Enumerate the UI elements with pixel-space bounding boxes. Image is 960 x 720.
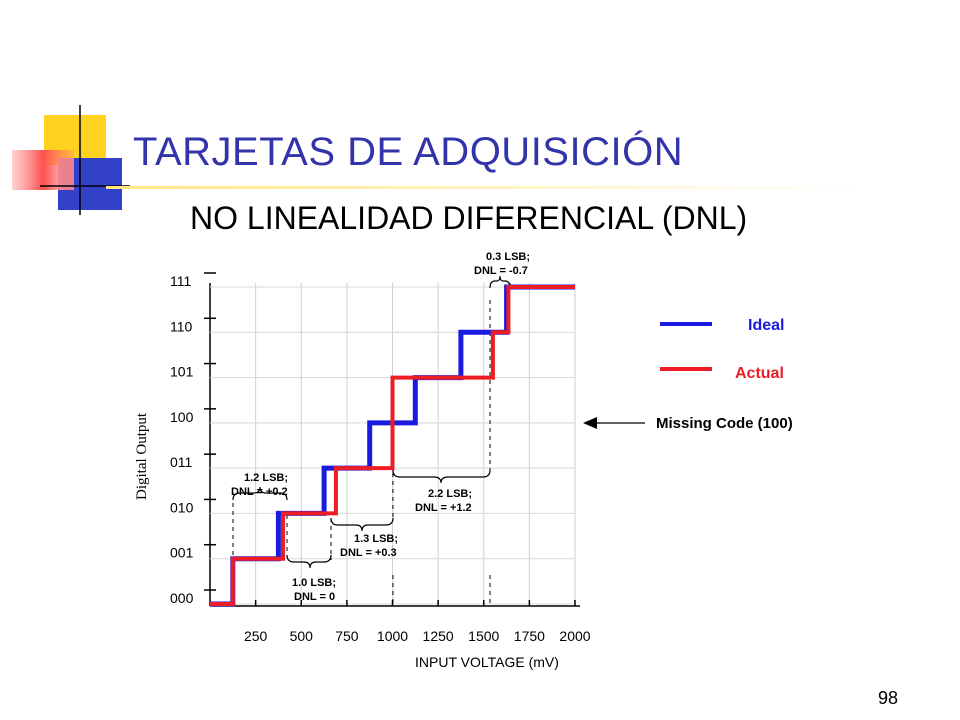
- brace-1: [232, 486, 288, 501]
- annotation-4-line2: DNL = +1.2: [415, 502, 472, 514]
- legend: Ideal Actual: [660, 317, 784, 382]
- missing-code-arrowhead: [583, 417, 597, 429]
- missing-code-label: Missing Code (100): [656, 415, 793, 432]
- x-axis-label: INPUT VOLTAGE (mV): [415, 654, 559, 670]
- dnl-annotations: 1.2 LSB; DNL = +0.2 1.0 LSB; DNL = 0 1.3…: [231, 251, 530, 603]
- x-tick-label: 500: [290, 628, 314, 644]
- y-tick-label: 110: [170, 318, 193, 334]
- x-tick-label: 1000: [377, 628, 408, 644]
- annotation-3-line1: 1.3 LSB;: [354, 533, 398, 545]
- x-tick-labels: 250 500 750 1000 1250 1500 1750 2000: [244, 628, 591, 644]
- annotation-2-line2: DNL = 0: [294, 591, 335, 603]
- dnl-braces: [232, 275, 511, 569]
- x-tick-label: 1500: [468, 628, 499, 644]
- y-tick-label: 010: [170, 499, 194, 515]
- y-tick-label: 000: [170, 590, 194, 606]
- x-tick-label: 1250: [423, 628, 454, 644]
- x-tick-label: 250: [244, 628, 268, 644]
- y-tick-labels: 000 001 010 011 100 101 110 111: [170, 273, 194, 606]
- y-tick-label: 011: [170, 454, 193, 470]
- brace-2: [286, 554, 332, 569]
- series-actual-line: [210, 285, 575, 606]
- y-tick-label: 101: [170, 364, 194, 380]
- annotation-1-line2: DNL = +0.2: [231, 486, 288, 498]
- brace-5: [489, 275, 511, 289]
- brace-4: [392, 469, 491, 484]
- deco-underline: [106, 186, 866, 189]
- y-tick-label: 100: [170, 409, 194, 425]
- annotation-3-line2: DNL = +0.3: [340, 547, 397, 559]
- annotation-5-line1: 0.3 LSB;: [486, 251, 530, 263]
- annotation-5-line2: DNL = -0.7: [474, 265, 528, 277]
- slide-title: TARJETAS DE ADQUISICIÓN: [133, 130, 684, 174]
- slide-number: 98: [878, 688, 899, 708]
- missing-code-callout: Missing Code (100): [583, 415, 793, 432]
- title-decoration: [12, 105, 866, 215]
- legend-ideal-label: Ideal: [748, 317, 784, 334]
- slide-subtitle: NO LINEALIDAD DIFERENCIAL (DNL): [190, 200, 748, 236]
- deco-white-overlap: [58, 158, 74, 190]
- x-tick-label: 2000: [559, 628, 590, 644]
- brace-3: [330, 517, 394, 532]
- annotation-2-line1: 1.0 LSB;: [292, 577, 336, 589]
- x-tick-label: 1750: [514, 628, 545, 644]
- x-tick-label: 750: [335, 628, 359, 644]
- legend-actual-label: Actual: [735, 365, 784, 382]
- y-tick-label: 001: [170, 545, 194, 561]
- annotation-1-line1: 1.2 LSB;: [244, 472, 288, 484]
- annotation-4-line1: 2.2 LSB;: [428, 488, 472, 500]
- y-axis-label: Digital Output: [134, 412, 150, 500]
- y-tick-label: 111: [170, 273, 191, 289]
